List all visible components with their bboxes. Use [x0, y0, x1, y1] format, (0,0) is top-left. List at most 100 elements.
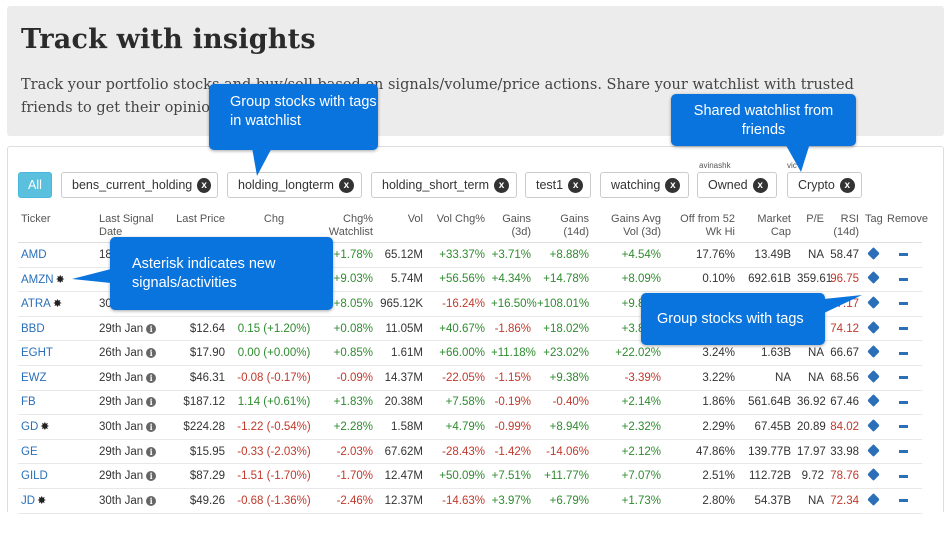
last-price: $46.31: [168, 365, 228, 391]
remove-icon[interactable]: [898, 425, 908, 429]
remove-tag-icon[interactable]: x: [665, 177, 681, 193]
ticker-link[interactable]: FB: [21, 396, 36, 409]
hero-banner: Track with insights Track your portfolio…: [7, 6, 944, 136]
gains-3d: +16.50%: [488, 291, 537, 317]
tag-chip[interactable]: Owned x: [697, 172, 777, 198]
info-icon[interactable]: i: [146, 348, 157, 359]
tag-icon[interactable]: [866, 345, 880, 359]
tag-icon[interactable]: [866, 369, 880, 383]
remove-tag-icon[interactable]: x: [197, 177, 211, 193]
volume: 1.61M: [376, 340, 426, 366]
pe-ratio: NA: [794, 488, 827, 514]
volume: 65.12M: [376, 242, 426, 268]
remove-icon[interactable]: [898, 474, 908, 478]
info-icon[interactable]: i: [146, 323, 157, 334]
ticker-link[interactable]: GILD: [21, 470, 48, 483]
gains-3d: -0.19%: [488, 390, 534, 416]
remove-tag-icon[interactable]: x: [752, 177, 768, 193]
callout-pointer: [824, 295, 862, 313]
remove-icon[interactable]: [898, 400, 908, 404]
ticker-link[interactable]: AMZN: [21, 273, 54, 286]
column-header[interactable]: Off from 52 Wk Hi: [664, 208, 738, 243]
signal-date: 30th Jan: [99, 420, 144, 433]
ticker-link[interactable]: ATRA: [21, 298, 51, 311]
off-52wk-high: 17.76%: [664, 242, 738, 268]
remove-icon[interactable]: [898, 302, 908, 306]
tag-icon[interactable]: [866, 246, 880, 260]
column-header[interactable]: P/E: [794, 208, 827, 243]
tag-icon[interactable]: [866, 419, 880, 432]
ticker-link[interactable]: EGHT: [21, 347, 53, 360]
tag-icon[interactable]: [866, 296, 880, 309]
tag-icon[interactable]: [866, 492, 880, 506]
volume-change: -14.63%: [426, 488, 488, 514]
info-icon[interactable]: i: [146, 372, 157, 383]
tag-chip[interactable]: Crypto x: [787, 172, 862, 198]
tag-chip[interactable]: watching x: [600, 172, 689, 198]
gains-avg-vol: +1.73%: [592, 488, 664, 514]
remove-tag-icon[interactable]: x: [338, 177, 354, 193]
remove-tag-icon[interactable]: x: [568, 177, 584, 193]
remove-icon[interactable]: [898, 327, 908, 331]
column-header[interactable]: Vol: [376, 208, 426, 243]
tag-chip[interactable]: holding_longterm x: [227, 172, 362, 198]
volume-change: +40.67%: [426, 316, 488, 342]
info-icon[interactable]: i: [146, 446, 157, 457]
tag-icon[interactable]: [866, 443, 880, 457]
gains-14d: +108.01%: [534, 291, 592, 317]
signal-date: 29th Jan: [99, 371, 144, 384]
callout-group-tags: Group stocks with tags: [641, 293, 862, 345]
column-header[interactable]: RSI (14d): [827, 208, 862, 243]
tag-icon[interactable]: [866, 320, 880, 334]
ticker-link[interactable]: BBD: [21, 322, 45, 335]
remove-icon[interactable]: [898, 253, 908, 257]
info-icon[interactable]: i: [146, 495, 157, 506]
chg-watchlist: -0.09%: [320, 365, 376, 391]
column-header: Remove: [884, 208, 928, 243]
tag-icon[interactable]: [866, 271, 880, 285]
tag-chip-label: bens_current_holding: [72, 178, 193, 192]
remove-icon[interactable]: [898, 376, 908, 380]
remove-icon[interactable]: [898, 450, 908, 454]
info-icon[interactable]: i: [146, 471, 157, 482]
last-price: $87.29: [168, 463, 228, 489]
tag-chip[interactable]: holding_short_term x: [371, 172, 517, 198]
ticker-link[interactable]: GE: [21, 445, 38, 458]
remove-icon[interactable]: [898, 499, 908, 503]
volume: 11.05M: [376, 316, 426, 342]
remove-icon[interactable]: [898, 351, 908, 355]
table-row: EWZ 29th Jan i $46.31 -0.08 (-0.17%) -0.09% 14…: [18, 365, 922, 391]
pe-ratio: 20.89: [794, 414, 827, 440]
tag-chip[interactable]: test1 x: [525, 172, 591, 198]
off-52wk-high: 2.80%: [664, 488, 738, 514]
price-change: -0.68 (-1.36%): [228, 488, 320, 514]
tag-chip-label: watching: [611, 178, 661, 192]
column-header[interactable]: Gains (3d): [488, 208, 534, 243]
pe-ratio: NA: [794, 365, 827, 391]
column-header[interactable]: Vol Chg%: [426, 208, 488, 243]
remove-icon[interactable]: [898, 277, 908, 281]
column-header[interactable]: Ticker: [18, 208, 96, 243]
ticker-link[interactable]: EWZ: [21, 371, 47, 384]
tag-icon[interactable]: [866, 394, 880, 408]
gains-3d: +3.71%: [488, 242, 534, 268]
tag-chip[interactable]: bens_current_holding x: [61, 172, 218, 198]
last-price: $17.90: [168, 340, 228, 366]
ticker-link[interactable]: AMD: [21, 248, 47, 261]
info-icon[interactable]: i: [146, 421, 157, 432]
column-header[interactable]: Gains (14d): [534, 208, 592, 243]
tag-icon[interactable]: [866, 468, 880, 482]
remove-tag-icon[interactable]: x: [839, 177, 855, 193]
market-cap: 139.77B: [738, 439, 794, 465]
off-52wk-high: 3.24%: [664, 340, 738, 366]
column-header[interactable]: Gains Avg Vol (3d): [592, 208, 664, 243]
remove-tag-icon[interactable]: x: [494, 177, 510, 193]
column-header[interactable]: Market Cap: [738, 208, 794, 243]
off-52wk-high: 0.10%: [664, 267, 738, 293]
ticker-link[interactable]: GD: [21, 421, 39, 434]
gains-avg-vol: +2.12%: [592, 439, 664, 465]
ticker-link[interactable]: JD: [21, 495, 36, 508]
volume-change: -28.43%: [426, 439, 488, 465]
tag-filter-all[interactable]: All: [18, 172, 52, 198]
info-icon[interactable]: i: [146, 397, 157, 408]
